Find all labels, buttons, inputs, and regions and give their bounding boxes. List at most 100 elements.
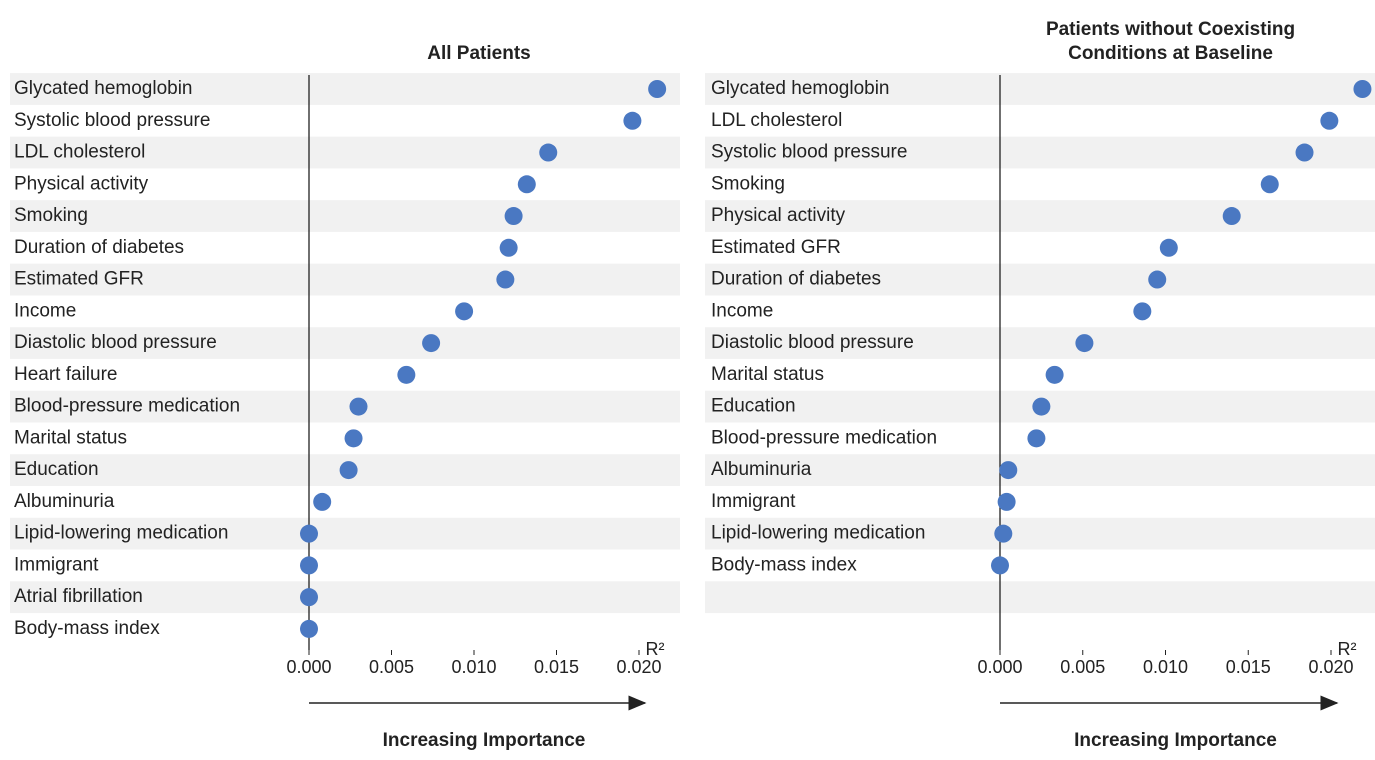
row-stripe <box>705 73 1375 105</box>
category-label: Diastolic blood pressure <box>14 332 217 353</box>
row-stripe <box>10 200 680 232</box>
x-axis-label: R² <box>646 639 665 659</box>
row-stripe <box>10 517 680 550</box>
category-label: Glycated hemoglobin <box>711 78 890 99</box>
dot <box>300 524 318 543</box>
row-stripe <box>10 73 680 105</box>
category-label: Systolic blood pressure <box>711 142 907 163</box>
dot <box>994 524 1013 543</box>
row-stripe <box>705 200 1375 232</box>
dot <box>539 143 558 162</box>
category-label: Duration of diabetes <box>711 269 881 290</box>
dot <box>1075 334 1094 353</box>
row-stripe <box>705 517 1375 550</box>
row-stripe <box>10 263 680 296</box>
dot <box>1045 365 1064 384</box>
dot <box>997 492 1016 511</box>
annotation: Increasing Importance <box>1074 730 1277 751</box>
row-stripe <box>705 581 1375 614</box>
chart-title: Patients without Coexisting <box>1046 19 1295 40</box>
dot <box>623 111 642 130</box>
row-stripe <box>10 581 680 614</box>
dot <box>300 588 318 607</box>
dot <box>991 556 1009 575</box>
row-stripe <box>705 136 1375 169</box>
category-label: Smoking <box>711 173 785 194</box>
row-stripe <box>10 327 680 359</box>
category-label: Blood-pressure medication <box>14 396 240 417</box>
category-label: Atrial fibrillation <box>14 586 143 607</box>
category-label: Education <box>14 459 99 480</box>
category-label: Body-mass index <box>711 554 857 575</box>
category-label: Heart failure <box>14 364 118 385</box>
category-label: Estimated GFR <box>711 237 841 258</box>
category-label: Education <box>711 396 796 417</box>
x-tick-label: 0.005 <box>369 657 414 677</box>
category-label: Albuminuria <box>14 491 115 512</box>
category-label: LDL cholesterol <box>711 110 842 131</box>
x-tick-label: 0.020 <box>1308 657 1353 677</box>
dot <box>422 334 441 353</box>
x-tick-label: 0.010 <box>451 657 496 677</box>
category-label: Marital status <box>14 427 127 448</box>
dot <box>349 397 368 416</box>
chart-title: Conditions at Baseline <box>1068 43 1273 64</box>
dot <box>300 619 318 638</box>
row-stripe <box>705 327 1375 359</box>
category-label: Income <box>14 300 76 321</box>
dot <box>999 461 1018 480</box>
row-stripe <box>705 454 1375 486</box>
dot <box>339 461 358 480</box>
category-label: Lipid-lowering medication <box>711 523 925 544</box>
category-label: Duration of diabetes <box>14 237 184 258</box>
category-label: Income <box>711 300 773 321</box>
category-label: Systolic blood pressure <box>14 110 210 131</box>
category-label: Estimated GFR <box>14 269 144 290</box>
x-tick-label: 0.000 <box>286 657 331 677</box>
dot <box>496 270 515 289</box>
category-label: Immigrant <box>711 491 796 512</box>
category-label: Albuminuria <box>711 459 812 480</box>
dot <box>648 80 667 98</box>
dot <box>1320 111 1339 130</box>
x-tick-label: 0.015 <box>534 657 579 677</box>
category-label: Physical activity <box>711 205 846 226</box>
category-label: Marital status <box>711 364 824 385</box>
row-stripe <box>705 263 1375 296</box>
dot <box>499 238 518 257</box>
row-stripe <box>10 390 680 423</box>
x-tick-label: 0.020 <box>616 657 661 677</box>
dot <box>397 365 416 384</box>
dot <box>517 175 536 194</box>
x-axis-label: R² <box>1338 639 1357 659</box>
x-tick-label: 0.010 <box>1143 657 1188 677</box>
row-stripe <box>10 136 680 169</box>
chart-title: All Patients <box>427 43 530 64</box>
dot <box>1032 397 1051 416</box>
dot <box>1260 175 1279 194</box>
category-label: Glycated hemoglobin <box>14 78 193 99</box>
category-label: Blood-pressure medication <box>711 427 937 448</box>
dot <box>455 302 474 321</box>
dot <box>1295 143 1314 162</box>
dot <box>1133 302 1152 321</box>
x-tick-label: 0.015 <box>1226 657 1271 677</box>
dot <box>1353 80 1372 98</box>
category-label: LDL cholesterol <box>14 142 145 163</box>
category-label: Smoking <box>14 205 88 226</box>
category-label: Body-mass index <box>14 618 160 639</box>
dot <box>504 207 523 226</box>
x-tick-label: 0.000 <box>977 657 1022 677</box>
dot <box>313 492 332 511</box>
category-label: Lipid-lowering medication <box>14 523 228 544</box>
dot <box>1148 270 1167 289</box>
category-label: Physical activity <box>14 173 149 194</box>
category-label: Immigrant <box>14 554 99 575</box>
dot <box>1159 238 1178 257</box>
dot <box>1222 207 1241 226</box>
x-tick-label: 0.005 <box>1060 657 1105 677</box>
annotation: Increasing Importance <box>383 730 586 751</box>
category-label: Diastolic blood pressure <box>711 332 914 353</box>
dot <box>344 429 363 448</box>
